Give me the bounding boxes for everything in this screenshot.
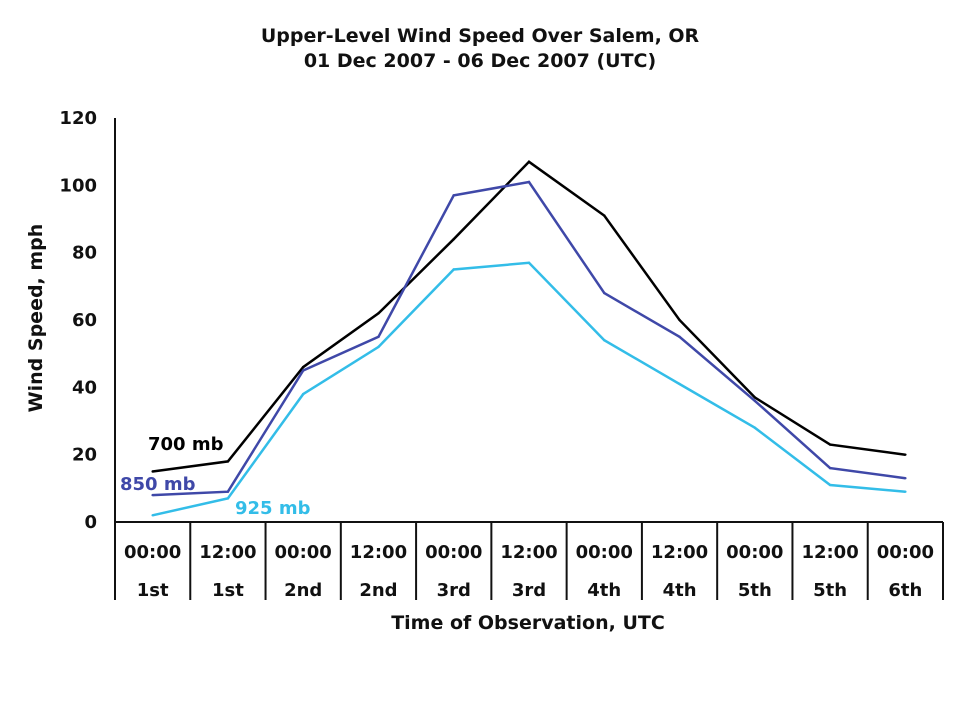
data-point	[527, 261, 531, 264]
chart-title: Upper-Level Wind Speed Over Salem, OR	[261, 25, 700, 47]
y-tick-label: 40	[72, 377, 97, 398]
y-axis-label: Wind Speed, mph	[25, 224, 47, 413]
series-label: 925 mb	[235, 498, 311, 519]
data-point	[828, 466, 832, 470]
series-line	[152, 160, 906, 473]
series-line	[152, 261, 906, 517]
data-point	[301, 392, 305, 396]
y-tick-label: 0	[84, 512, 97, 533]
x-tick-day-label: 5th	[813, 580, 847, 601]
data-point	[904, 453, 907, 456]
data-point	[678, 335, 681, 339]
y-tick-label: 60	[72, 310, 97, 331]
x-tick-time-label: 00:00	[877, 542, 934, 563]
x-tick-day-label: 5th	[738, 580, 772, 601]
data-point	[527, 180, 531, 184]
x-tick-day-label: 4th	[663, 580, 697, 601]
data-point	[377, 312, 380, 315]
data-point	[603, 291, 606, 295]
data-point	[753, 396, 757, 399]
series-lines	[151, 160, 907, 517]
data-point	[377, 335, 380, 339]
x-tick-day-label: 1st	[137, 580, 169, 601]
data-point	[226, 490, 230, 493]
x-tick-day-label: 2nd	[284, 580, 322, 601]
data-point	[452, 238, 455, 241]
data-point	[226, 460, 230, 463]
y-tick-label: 80	[72, 243, 97, 264]
x-tick-time-label: 12:00	[199, 542, 256, 563]
data-point	[226, 497, 230, 500]
series-label: 700 mb	[148, 434, 224, 455]
data-point	[678, 318, 681, 322]
data-point	[151, 514, 154, 517]
x-tick-day-label: 2nd	[359, 580, 397, 601]
data-point	[527, 160, 531, 163]
x-tick-time-label: 12:00	[350, 542, 407, 563]
x-tick-labels: 00:00 1st 12:00 1st 00:00 2nd 12:00 2nd 00:00 3rd…	[124, 542, 934, 601]
data-point	[603, 339, 606, 342]
x-tick-time-label: 00:00	[124, 542, 181, 563]
x-tick-time-label: 12:00	[651, 542, 708, 563]
data-point	[828, 443, 832, 446]
x-tick-time-label: 00:00	[425, 542, 482, 563]
y-tick-labels: 0 20 40 60 80 100 120	[59, 108, 97, 533]
data-point	[151, 470, 154, 473]
x-tick-day-label: 6th	[888, 580, 922, 601]
data-point	[828, 483, 832, 487]
y-tick-label: 20	[72, 445, 97, 466]
y-tick-label: 100	[59, 175, 97, 196]
x-tick-day-label: 3rd	[437, 580, 471, 601]
data-point	[904, 490, 907, 493]
data-point	[301, 365, 305, 369]
x-tick-time-label: 00:00	[275, 542, 332, 563]
x-tick-day-label: 3rd	[512, 580, 546, 601]
data-point	[753, 426, 757, 429]
data-point	[452, 268, 455, 271]
chart-subtitle: 01 Dec 2007 - 06 Dec 2007 (UTC)	[304, 50, 656, 72]
x-tick-time-label: 00:00	[726, 542, 783, 563]
data-point	[452, 194, 455, 197]
x-tick-time-label: 00:00	[576, 542, 633, 563]
data-point	[904, 477, 907, 480]
x-tick-time-label: 12:00	[500, 542, 557, 563]
data-point	[753, 399, 757, 402]
x-tick-time-label: 12:00	[801, 542, 858, 563]
data-point	[603, 214, 606, 217]
series-labels: 700 mb 850 mb 925 mb	[120, 434, 311, 519]
x-tick-day-label: 1st	[212, 580, 244, 601]
y-tick-label: 120	[59, 108, 97, 129]
data-point	[678, 382, 681, 386]
x-tick-day-label: 4th	[587, 580, 621, 601]
series-label: 850 mb	[120, 474, 196, 495]
data-point	[301, 369, 305, 372]
data-point	[151, 493, 154, 497]
axes	[114, 118, 944, 600]
data-point	[377, 345, 380, 349]
x-axis-label: Time of Observation, UTC	[391, 612, 665, 634]
